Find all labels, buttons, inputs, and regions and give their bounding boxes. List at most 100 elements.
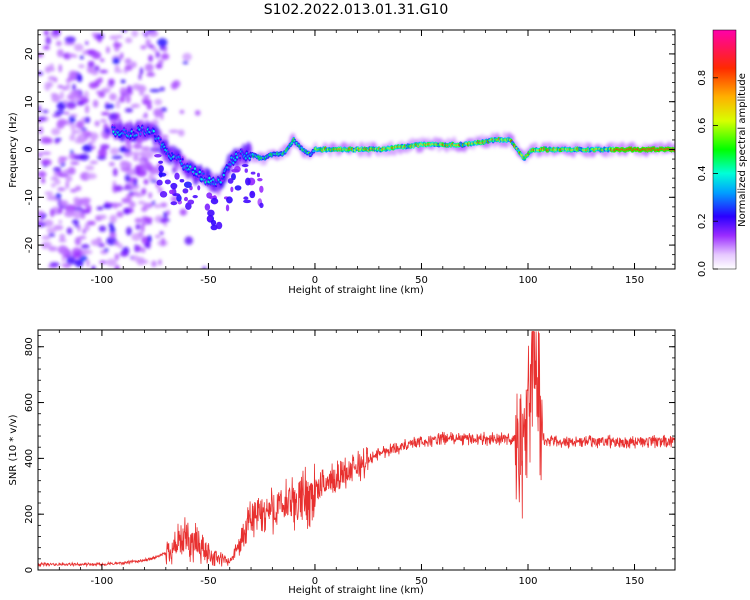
noise-blob [85,41,89,45]
noise-blob [72,83,76,91]
noise-blob [123,207,131,215]
noise-blob [168,129,180,134]
ridge-core [208,176,211,180]
noise-blob [71,129,76,136]
noise-blob [111,155,123,160]
noise-blob [99,260,107,265]
noise-blob [139,150,145,159]
noise-blob [38,210,45,217]
noise-blob [109,214,117,224]
spectrogram-x-ticks: -100 -50 0 50 100 150 [37,30,657,286]
noise-blob [38,170,47,178]
ridge-core [112,130,115,133]
ridge-core [186,164,189,168]
noise-blob [112,57,120,65]
noise-blob [125,37,133,44]
noise-blob [91,32,98,37]
noise-blob [153,204,162,209]
noise-blob [98,148,107,158]
noise-blob [63,99,68,105]
noise-blob [160,202,168,208]
snr-frame [37,329,676,571]
ridge-straggler [225,204,230,212]
noise-blob [134,192,144,198]
ridge-straggler [192,194,198,199]
noise-blob [53,77,58,83]
colorbar-tick-label: 0.4 [697,165,708,181]
noise-blob [106,236,117,246]
noise-blob [125,94,131,104]
noise-blob [148,192,153,199]
noise-blob [58,239,67,243]
ridge-straggler [227,178,234,184]
y-tick-label: 400 [24,449,35,468]
y-tick-label: 20 [24,48,35,61]
ridge-straggler [210,197,219,205]
ridge-core [132,131,135,134]
noise-blob [148,30,159,37]
ridge-straggler [259,202,264,209]
noise-blob [98,77,103,84]
noise-blob [83,90,89,99]
spectrogram-y-axis-label: Frequency (Hz) [8,112,19,188]
ridge-straggler [210,224,218,231]
noise-blob [77,95,85,100]
noise-blob [99,69,108,74]
noise-blob [72,209,83,219]
noise-blob [80,209,91,214]
ridge-straggler [179,179,185,183]
noise-blob [56,101,66,111]
ridge-straggler [183,181,192,189]
noise-blob [53,171,58,177]
noise-blob [54,179,61,185]
noise-blob [112,167,118,177]
noise-blob [81,249,93,255]
spectrogram-x-axis-label: Height of straight line (km) [288,285,424,296]
ridge-straggler [176,194,182,202]
noise-blob [109,232,117,239]
ridge-core [192,174,196,177]
noise-blob [42,45,50,50]
ridge-straggler [257,177,263,182]
noise-blob [134,244,139,253]
noise-blob [166,209,171,216]
ridge-core [180,162,183,166]
noise-blob [117,203,123,207]
ridge-core [159,138,162,141]
ridge-straggler [170,182,178,190]
ridge-straggler [158,165,164,173]
noise-blob [109,35,119,40]
noise-blob [73,207,84,211]
ridge-core [205,177,208,180]
noise-blob [151,260,157,268]
noise-blob [179,109,185,114]
noise-blob [139,92,144,96]
noise-blob [68,70,78,79]
noise-blob [128,201,136,208]
noise-blob [58,219,62,224]
ridge-core [167,150,170,153]
noise-blob [179,208,188,216]
noise-blob [133,154,139,162]
noise-blob [156,51,160,58]
noise-blob [114,185,123,192]
ridge-core [135,133,138,137]
noise-blob [149,88,161,93]
noise-blob [80,212,86,220]
noise-blob [144,112,148,119]
snr-y-ticks: 0 200 400 600 800 [24,335,675,573]
ridge-straggler [226,196,233,204]
noise-blob [100,118,107,123]
colorbar-label: Normalized spectral amplitude [737,73,748,227]
spectrogram-y-ticks: -20 -10 0 10 20 [24,34,675,265]
noise-blob [50,246,54,250]
noise-blob [66,227,73,235]
ridge-core [170,152,174,155]
noise-blob [163,222,167,227]
noise-blob [144,243,149,248]
noise-blob [49,63,54,71]
noise-blob [50,176,59,181]
ridge-straggler [243,196,249,200]
ridge-straggler [172,193,181,197]
ridge-core [215,181,219,184]
